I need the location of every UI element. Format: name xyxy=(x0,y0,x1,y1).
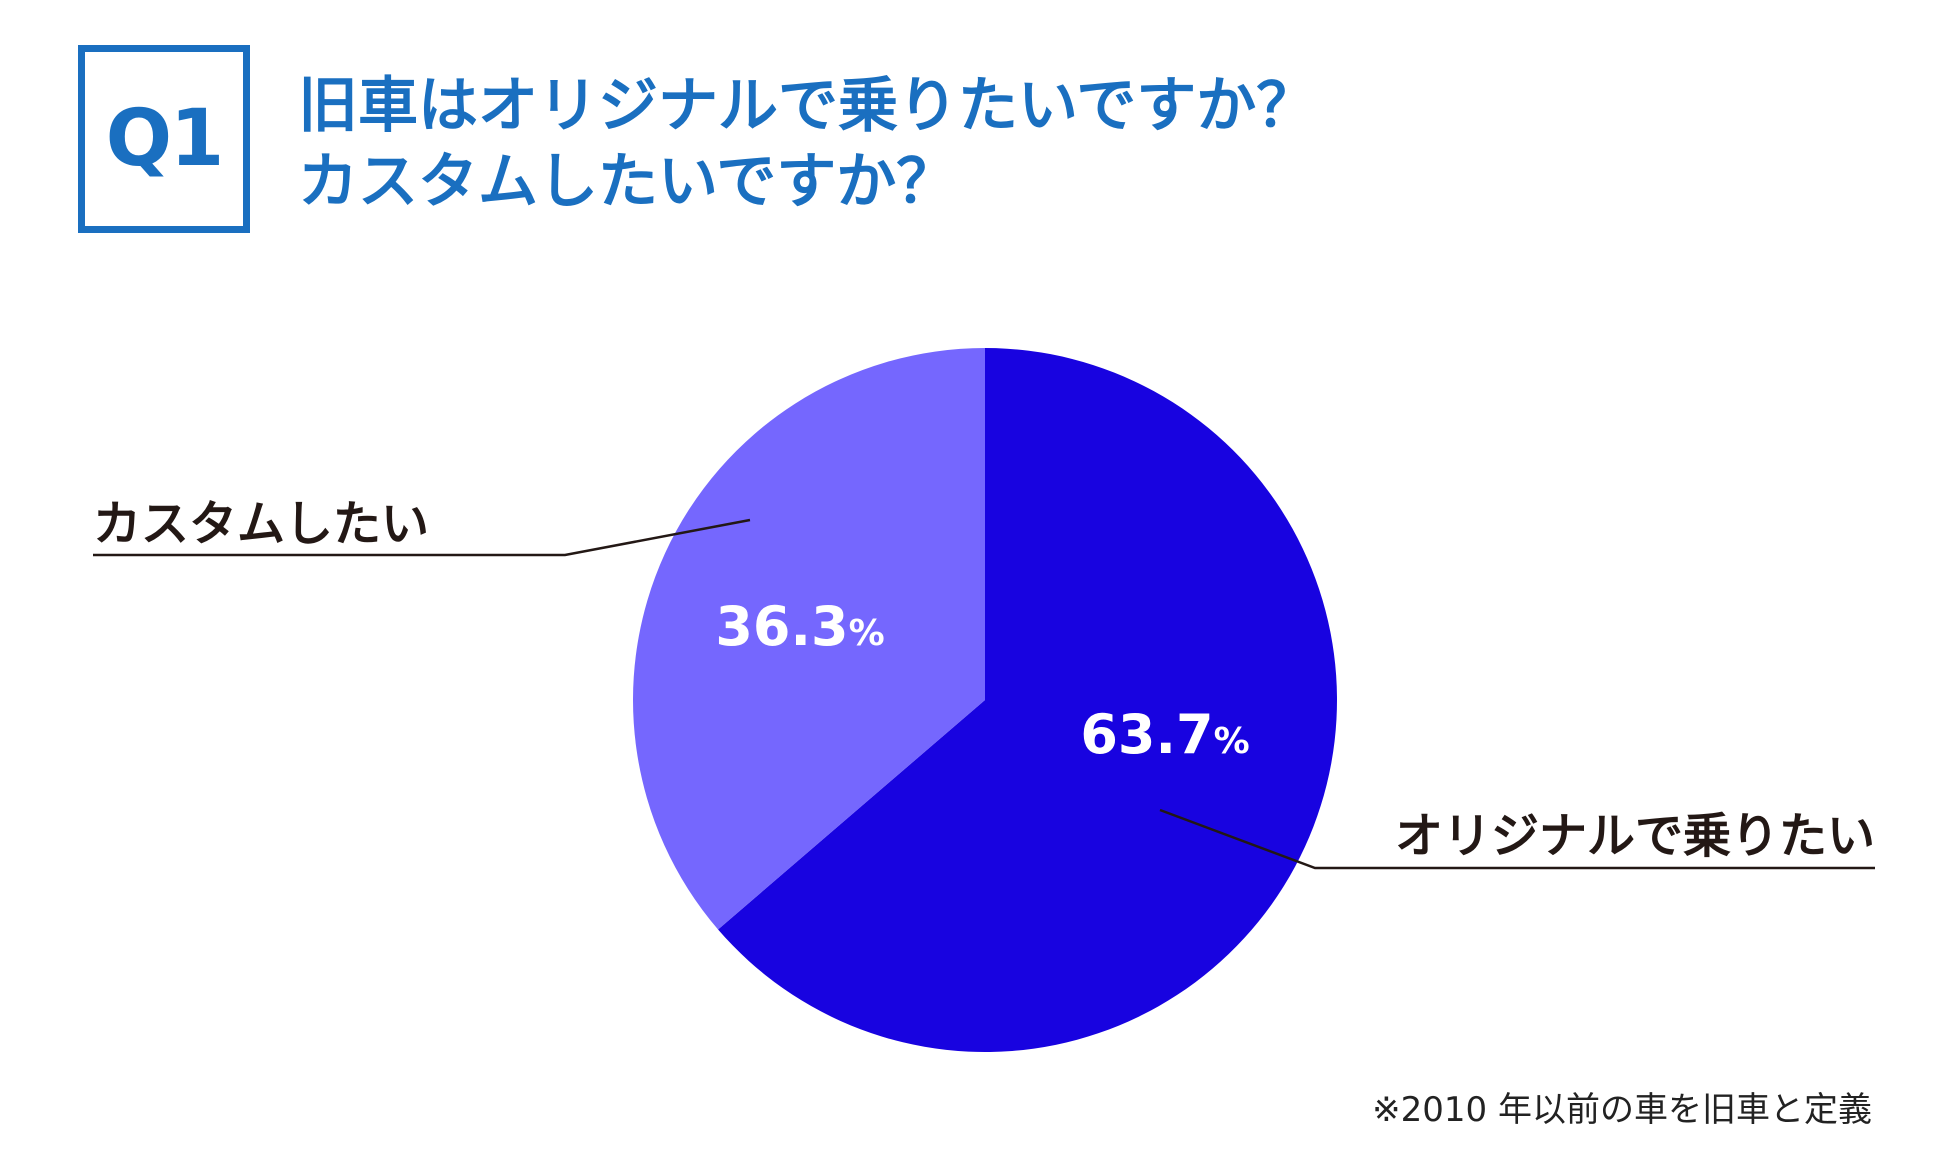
leader-line-0 xyxy=(1159,808,1875,870)
question-number: Q1 xyxy=(105,94,225,184)
slice-value-label-1: 36.3% xyxy=(715,595,884,658)
slice-value-unit-1: % xyxy=(849,613,885,654)
pie-slice-1 xyxy=(632,348,985,930)
pie-slice-0 xyxy=(718,348,1337,1052)
question-title: 旧車はオリジナルで乗りたいですか？ カスタムしたいですか？ xyxy=(298,68,1316,220)
question-number-box: Q1 xyxy=(78,45,250,233)
slice-category-label-0: オリジナルで乗りたい xyxy=(1395,808,1875,864)
slice-value-number-1: 36.3 xyxy=(715,595,848,658)
question-title-line1: 旧車はオリジナルで乗りたいですか？ xyxy=(298,71,1317,141)
footnote: ※2010 年以前の車を旧車と定義 xyxy=(1372,1090,1872,1130)
slice-value-number-0: 63.7 xyxy=(1080,703,1213,766)
leader-line-1 xyxy=(93,518,751,557)
slice-value-unit-0: % xyxy=(1214,721,1250,762)
slice-value-label-0: 63.7% xyxy=(1080,703,1249,766)
question-title-line2: カスタムしたいですか？ xyxy=(298,147,957,217)
slice-category-label-1: カスタムしたい xyxy=(93,496,429,552)
